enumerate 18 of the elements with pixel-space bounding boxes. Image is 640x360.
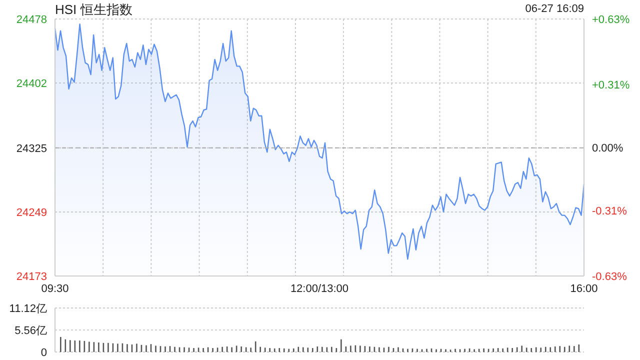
y2-tick-label: 0.00%: [592, 142, 624, 154]
y2-tick-label: +0.63%: [592, 14, 630, 26]
y-tick-label: 24402: [16, 78, 47, 90]
y2-tick-label: +0.31%: [592, 79, 630, 92]
y-tick-label: 5.56亿: [14, 325, 47, 337]
x-tick-label: 09:30: [41, 282, 69, 295]
y2-tick-label: -0.31%: [592, 206, 628, 218]
x-tick-label: 12:00/13:00: [290, 282, 349, 295]
y-tick-label: 24249: [16, 206, 47, 219]
y-tick-label: 24325: [16, 142, 47, 155]
chart-title: HSI 恒生指数: [55, 1, 132, 19]
y-tick-label: 24478: [16, 14, 47, 26]
y-tick-label: 0: [40, 347, 47, 359]
y-tick-label: 11.12亿: [9, 303, 47, 315]
y2-tick-label: -0.63%: [592, 271, 628, 283]
y-tick-label: 24173: [16, 271, 47, 283]
text: 06-27 16:09: [525, 3, 584, 15]
x-tick-label: 16:00: [570, 282, 598, 295]
